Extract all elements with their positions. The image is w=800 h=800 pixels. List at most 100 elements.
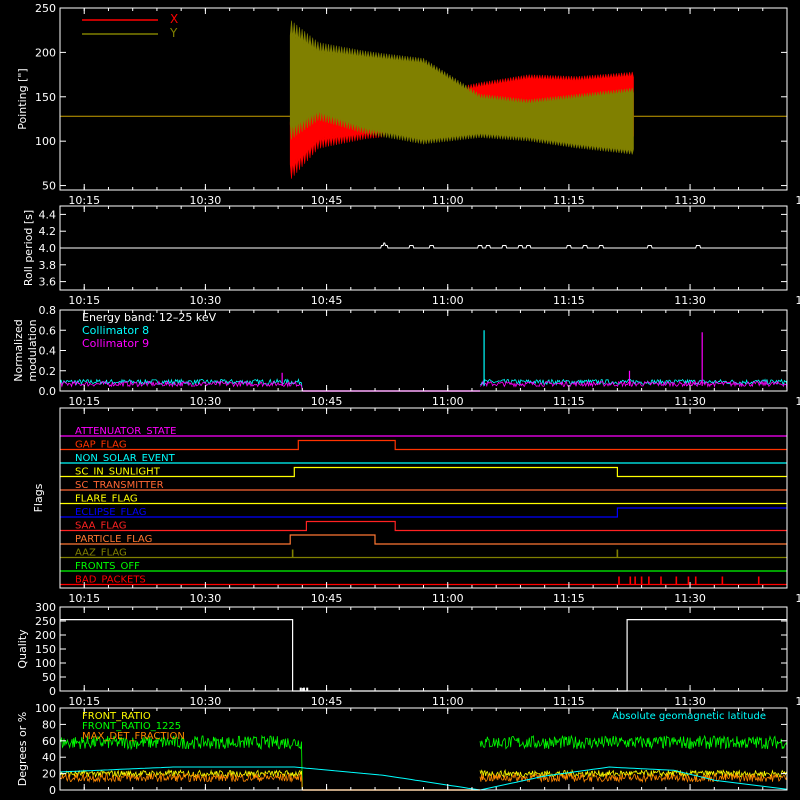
y-tick-label: 300 bbox=[35, 601, 56, 614]
x-tick-label: 11:15 bbox=[553, 395, 585, 408]
flag-trace-particle-flag bbox=[60, 534, 787, 545]
y-tick-label: 0 bbox=[49, 784, 56, 797]
y-tick-label: 3.6 bbox=[39, 276, 57, 289]
x-tick-label: 11:15 bbox=[553, 592, 585, 605]
x-tick-label: 10:30 bbox=[190, 194, 222, 207]
legend-label-collimator-9: Collimator 9 bbox=[82, 337, 149, 350]
x-tick-label: 11:00 bbox=[432, 194, 464, 207]
y-tick-label: 50 bbox=[42, 180, 56, 193]
y-axis-label: modulation bbox=[26, 319, 39, 381]
y-axis-label: Pointing ["] bbox=[16, 68, 29, 129]
flag-trace-saa-flag bbox=[60, 520, 787, 532]
x-tick-label: 11:30 bbox=[674, 592, 706, 605]
x-tick-label: 11:15 bbox=[553, 695, 585, 708]
quality-panel: 10:15 10:30 10:45 11:00 11:15 11:30 11:45 05010… bbox=[16, 601, 800, 708]
flags-panel: ATTENUATOR_STATE GAP_FLAG NON_SOLAR_EVENT S… bbox=[32, 407, 800, 605]
x-tick-label: 10:45 bbox=[311, 194, 343, 207]
x-tick-label: 10:15 bbox=[68, 592, 100, 605]
y-axis-label: Degrees or % bbox=[16, 712, 29, 786]
y-tick-label: 0.2 bbox=[39, 365, 57, 378]
legend-label-front-ratio: FRONT_RATIO bbox=[82, 711, 151, 722]
x-tick-label: 10:15 bbox=[68, 695, 100, 708]
legend-label-collimator-8: Collimator 8 bbox=[82, 324, 149, 337]
flag-label-attenuator-state: ATTENUATOR_STATE bbox=[75, 426, 176, 437]
quality-line bbox=[60, 619, 787, 692]
y-tick-label: 150 bbox=[35, 643, 56, 656]
series-y-envelope bbox=[289, 20, 634, 155]
x-tick-label: 11:45 bbox=[795, 294, 800, 307]
legend-label-front-ratio-1225: FRONT_RATIO_1225 bbox=[82, 721, 181, 732]
flag-label-flare-flag: FLARE_FLAG bbox=[75, 494, 138, 505]
y-axis-label: Quality bbox=[16, 629, 29, 669]
y-tick-label: 100 bbox=[35, 702, 56, 715]
flag-trace-gap-flag bbox=[60, 439, 787, 451]
ratios-panel: 0 20 40 60 80 100 Degrees or % FRONT_RATIOFRONT… bbox=[16, 702, 788, 797]
x-tick-label: 11:45 bbox=[795, 194, 800, 207]
x-tick-label: 11:15 bbox=[553, 194, 585, 207]
x-tick-label: 10:15 bbox=[68, 194, 100, 207]
flag-label-sc-transmitter: SC_TRANSMITTER bbox=[75, 480, 164, 491]
x-tick-label: 10:30 bbox=[190, 294, 222, 307]
x-tick-label: 11:15 bbox=[553, 294, 585, 307]
modulation-panel: 10:15 10:30 10:45 11:00 11:15 11:30 11:45 0.0 0.… bbox=[12, 304, 800, 408]
flag-label-eclipse-flag: ECLIPSE_FLAG bbox=[75, 507, 146, 518]
x-tick-label: 10:30 bbox=[190, 395, 222, 408]
legend-label-geomagnetic-latitude: Absolute geomagnetic latitude bbox=[612, 711, 766, 722]
y-tick-label: 40 bbox=[42, 751, 56, 764]
geomagnetic-latitude-line bbox=[59, 766, 788, 791]
x-tick-label: 10:15 bbox=[68, 294, 100, 307]
y-tick-label: 4.4 bbox=[39, 208, 57, 221]
x-tick-label: 11:00 bbox=[432, 395, 464, 408]
y-tick-label: 80 bbox=[42, 718, 56, 731]
x-tick-label: 11:30 bbox=[674, 695, 706, 708]
roll-period-line bbox=[60, 242, 787, 249]
y-tick-label: 0.0 bbox=[39, 385, 57, 398]
y-axis-label: Roll period [s] bbox=[22, 210, 35, 286]
y-tick-label: 100 bbox=[35, 657, 56, 670]
y-tick-label: 100 bbox=[35, 135, 56, 148]
flag-label-gap-flag: GAP_FLAG bbox=[75, 440, 127, 451]
y-tick-label: 3.8 bbox=[39, 259, 57, 272]
pointing-panel: 10:15 10:30 10:45 11:00 11:15 11:30 11:45 50 100… bbox=[16, 2, 800, 207]
x-tick-label: 11:30 bbox=[674, 395, 706, 408]
legend-label-x: X bbox=[170, 12, 178, 26]
y-tick-label: 50 bbox=[42, 671, 56, 684]
flag-trace-sc-in-sunlight bbox=[60, 466, 787, 478]
x-tick-label: 11:30 bbox=[674, 194, 706, 207]
y-tick-label: 0.6 bbox=[39, 324, 57, 337]
x-tick-label: 11:00 bbox=[432, 592, 464, 605]
series-collimator-9-line bbox=[59, 380, 788, 392]
y-tick-label: 20 bbox=[42, 768, 56, 781]
series-max-det-fraction-line bbox=[59, 772, 788, 791]
x-tick-label: 10:45 bbox=[311, 592, 343, 605]
x-tick-label: 11:45 bbox=[795, 695, 800, 708]
flag-label-sc-in-sunlight: SC_IN_SUNLIGHT bbox=[75, 467, 161, 478]
flag-trace-eclipse-flag bbox=[60, 507, 787, 518]
roll-period-panel: 10:15 10:30 10:45 11:00 11:15 11:30 11:45 3.6 3.… bbox=[22, 205, 800, 307]
x-tick-label: 11:45 bbox=[795, 592, 800, 605]
x-tick-label: 11:30 bbox=[674, 294, 706, 307]
flag-label-fronts-off: FRONTS_OFF bbox=[75, 561, 140, 572]
y-axis-label: Normalized bbox=[12, 319, 25, 381]
y-tick-label: 200 bbox=[35, 629, 56, 642]
legend-label-y: Y bbox=[169, 26, 178, 40]
x-tick-label: 10:45 bbox=[311, 294, 343, 307]
y-tick-label: 4.0 bbox=[39, 242, 57, 255]
energy-band-annotation: Energy band: 12–25 keV bbox=[82, 311, 217, 324]
flag-label-aaz-flag: AAZ_FLAG bbox=[75, 548, 127, 559]
x-tick-label: 10:30 bbox=[190, 592, 222, 605]
y-tick-label: 0.8 bbox=[39, 304, 57, 317]
flag-label-saa-flag: SAA_FLAG bbox=[75, 521, 126, 532]
y-tick-label: 0 bbox=[49, 685, 56, 698]
y-axis-label: Flags bbox=[32, 483, 45, 512]
y-tick-label: 150 bbox=[35, 91, 56, 104]
flag-label-bad-packets: BAD_PACKETS bbox=[75, 575, 146, 586]
series-front-ratio-1225-line bbox=[59, 734, 788, 791]
x-tick-label: 10:30 bbox=[190, 695, 222, 708]
y-tick-label: 4.2 bbox=[39, 225, 57, 238]
flag-label-non-solar-event: NON_SOLAR_EVENT bbox=[75, 453, 176, 464]
x-tick-label: 11:45 bbox=[795, 395, 800, 408]
y-tick-label: 60 bbox=[42, 735, 56, 748]
x-tick-label: 11:00 bbox=[432, 294, 464, 307]
